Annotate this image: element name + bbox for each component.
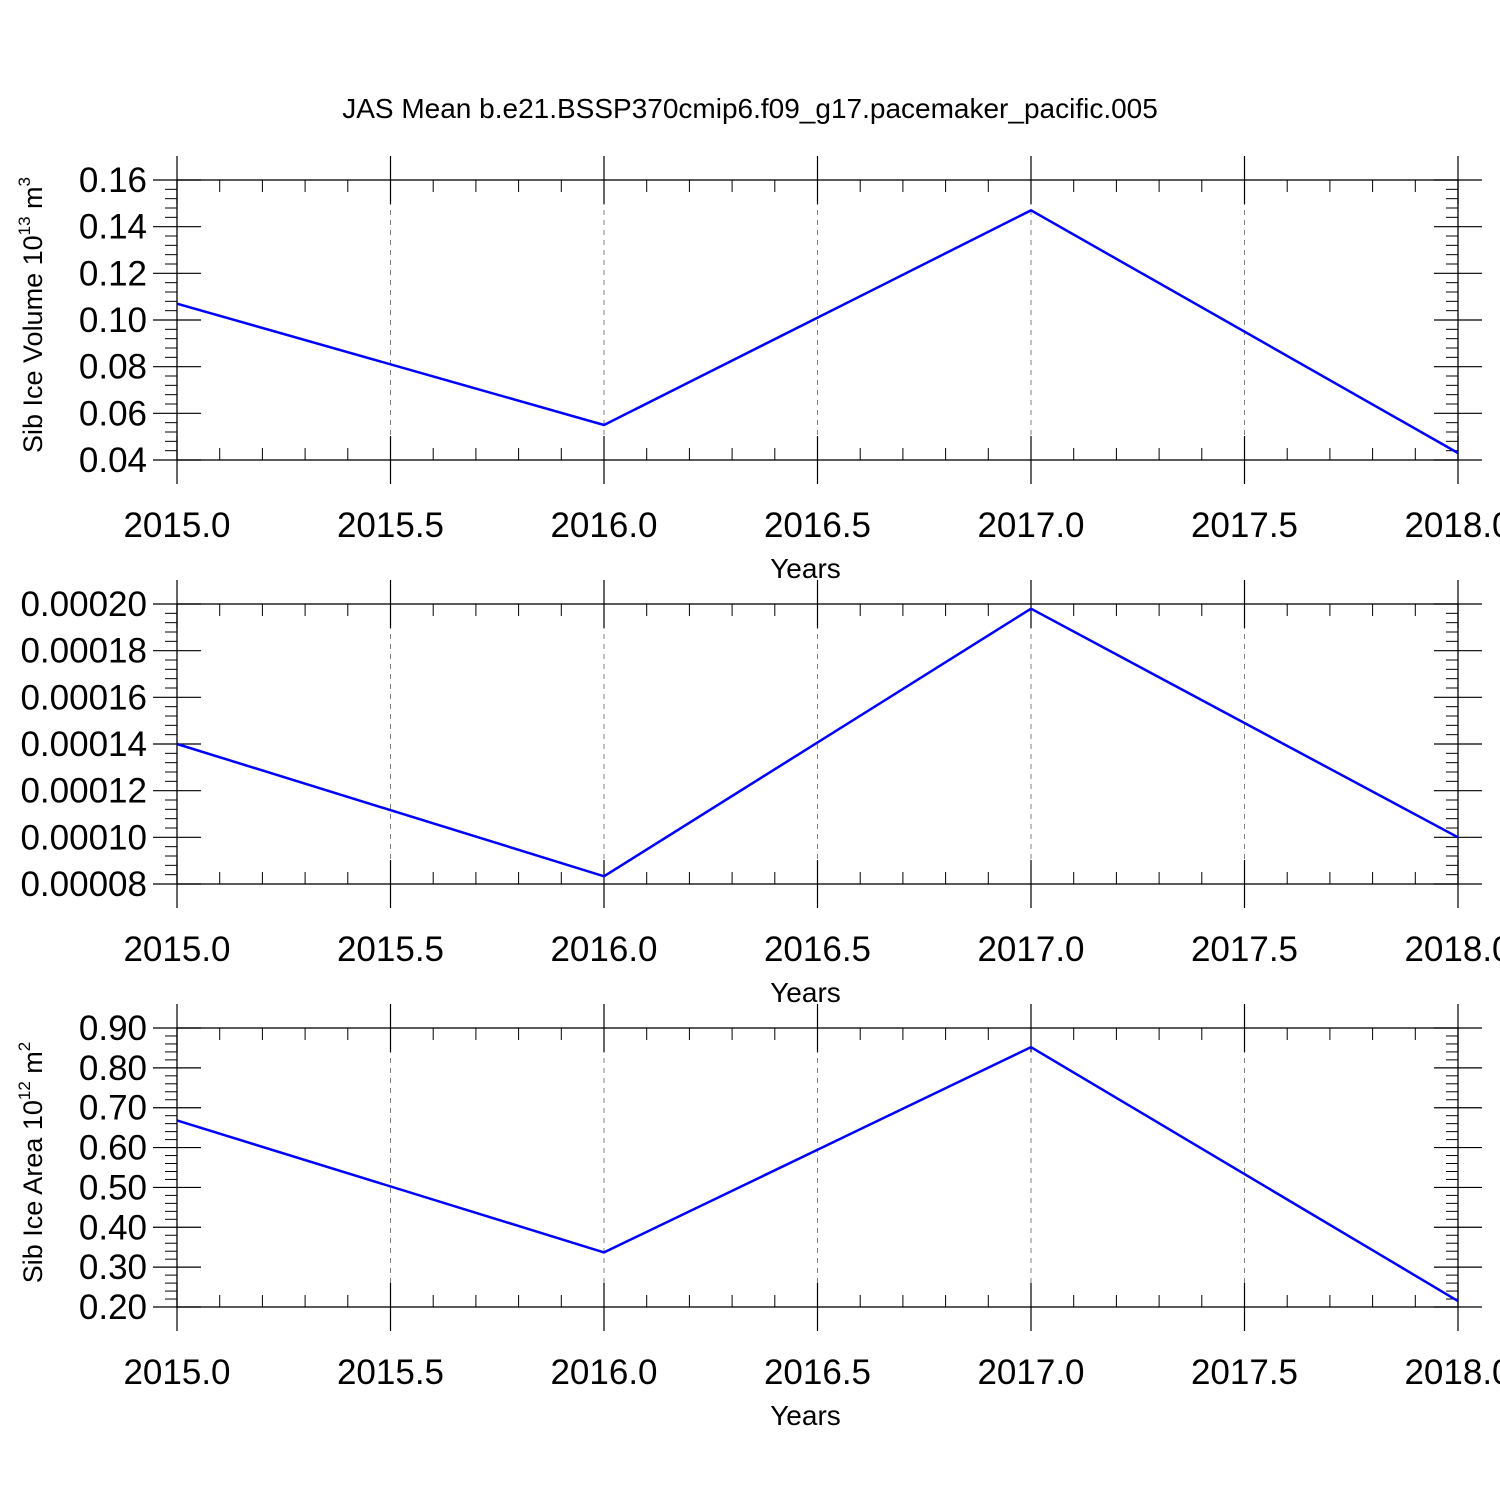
y-tick-label: 0.90	[79, 1009, 147, 1048]
x-tick-label: 2016.0	[550, 506, 657, 545]
plot-frame	[176, 1027, 1459, 1308]
y-tick-label: 0.14	[79, 208, 147, 247]
y-axis-label-superscript: 3	[15, 177, 34, 186]
y-tick-label: 0.04	[79, 441, 147, 480]
y-tick-label: 0.00016	[20, 678, 147, 717]
x-tick-label: 2015.5	[337, 930, 444, 969]
x-tick-label: 2015.0	[123, 930, 230, 969]
x-tick-label: 2016.5	[764, 930, 871, 969]
x-tick-label: 2016.0	[550, 930, 657, 969]
y-axis-label-part: m	[18, 186, 48, 216]
x-tick-label: 2015.5	[337, 506, 444, 545]
y-tick-label: 0.06	[79, 394, 147, 433]
y-axis-label: Sib Ice Area 1012 m2	[15, 1042, 48, 1284]
y-axis-label-part: Sib Ice Volume 10	[18, 235, 48, 453]
y-tick-label: 0.00018	[20, 632, 147, 671]
y-axis-label-part: m	[18, 1051, 48, 1081]
y-tick-label: 0.12	[79, 254, 147, 293]
x-axis-label: Years	[770, 1400, 841, 1431]
y-tick-label: 0.50	[79, 1168, 147, 1207]
series-line	[176, 1045, 1459, 1303]
y-tick-label: 0.00008	[20, 865, 147, 904]
y-tick-label: 0.70	[79, 1089, 147, 1128]
x-tick-label: 2016.5	[764, 506, 871, 545]
x-tick-label: 2017.0	[977, 506, 1084, 545]
x-tick-label: 2017.5	[1191, 930, 1298, 969]
x-tick-label: 2018.0	[1404, 506, 1500, 545]
y-tick-label: 0.00012	[20, 772, 147, 811]
x-tick-label: 2015.0	[123, 506, 230, 545]
x-axis-label: Years	[770, 977, 841, 1008]
x-tick-label: 2018.0	[1404, 930, 1500, 969]
y-axis-label-superscript: 2	[15, 1042, 34, 1051]
plot-frame	[176, 179, 1459, 461]
y-tick-label: 0.60	[79, 1129, 147, 1168]
y-tick-label: 0.00014	[20, 725, 147, 764]
panel-2: 2015.0 2015.5 2016.0 2016.5 2017.0 2017.5 2018…	[20, 580, 1500, 1008]
x-axis-label: Years	[770, 553, 841, 584]
x-tick-label: 2017.5	[1191, 506, 1298, 545]
y-tick-label: 0.08	[79, 348, 147, 387]
y-tick-label: 0.00020	[20, 585, 147, 624]
y-tick-label: 0.20	[79, 1288, 147, 1327]
x-tick-label: 2015.5	[337, 1353, 444, 1392]
panel-1: 2015.0 2015.5 2016.0 2016.5 2017.0 2017.5 2018…	[15, 156, 1500, 584]
y-tick-label: 0.00010	[20, 818, 147, 857]
x-tick-label: 2017.0	[977, 930, 1084, 969]
x-tick-label: 2016.0	[550, 1353, 657, 1392]
x-tick-label: 2017.0	[977, 1353, 1084, 1392]
panel-3: 2015.0 2015.5 2016.0 2016.5 2017.0 2017.5 2018…	[15, 1004, 1500, 1431]
x-tick-label: 2015.0	[123, 1353, 230, 1392]
y-axis-label: Sib Ice Volume 1013 m3	[15, 177, 48, 453]
y-axis-label-part: Sib Ice Area 10	[18, 1100, 48, 1283]
y-tick-label: 0.40	[79, 1208, 147, 1247]
figure-title: JAS Mean b.e21.BSSP370cmip6.f09_g17.pace…	[342, 93, 1158, 124]
x-tick-label: 2017.5	[1191, 1353, 1298, 1392]
y-axis-label-superscript: 12	[15, 1081, 34, 1100]
y-tick-label: 0.10	[79, 301, 147, 340]
x-tick-label: 2018.0	[1404, 1353, 1500, 1392]
y-tick-label: 0.80	[79, 1049, 147, 1088]
series-line	[176, 607, 1459, 878]
x-tick-label: 2016.5	[764, 1353, 871, 1392]
y-tick-label: 0.16	[79, 161, 147, 200]
series-line	[176, 208, 1459, 455]
y-axis-label-superscript: 13	[15, 216, 34, 235]
y-tick-label: 0.30	[79, 1248, 147, 1287]
